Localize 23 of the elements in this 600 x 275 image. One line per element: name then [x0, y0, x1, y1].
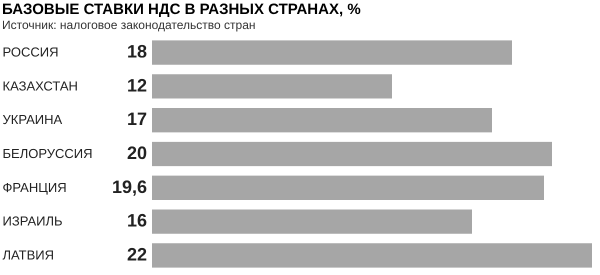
y-tick-label: УКРАИНА [2, 112, 63, 128]
data-label: 19,6 [112, 176, 147, 197]
y-tick-label: КАЗАХСТАН [2, 78, 78, 94]
y-tick-label: РОССИЯ [2, 44, 59, 60]
data-label: 12 [126, 75, 147, 96]
bar [152, 142, 552, 166]
bar [152, 108, 492, 132]
y-tick-label: ЛАТВИЯ [2, 247, 54, 262]
data-label: 16 [126, 210, 147, 231]
bar [152, 40, 512, 65]
chart-subtitle: Источник: налоговое законодательство стран [2, 18, 256, 32]
bar [152, 243, 592, 268]
y-tick-label: ИЗРАИЛЬ [2, 214, 63, 229]
bar [152, 74, 392, 99]
data-label: 20 [126, 143, 147, 163]
bar [152, 209, 472, 234]
data-label: 18 [126, 42, 147, 62]
data-label: 22 [126, 244, 147, 264]
y-tick-label: БЕЛОРУССИЯ [2, 146, 92, 161]
bar [152, 176, 544, 200]
chart-title: БАЗОВЫЕ СТАВКИ НДС В РАЗНЫХ СТРАНАХ, % [2, 1, 361, 18]
data-label: 17 [126, 109, 147, 130]
y-tick-label: ФРАНЦИЯ [2, 180, 67, 195]
